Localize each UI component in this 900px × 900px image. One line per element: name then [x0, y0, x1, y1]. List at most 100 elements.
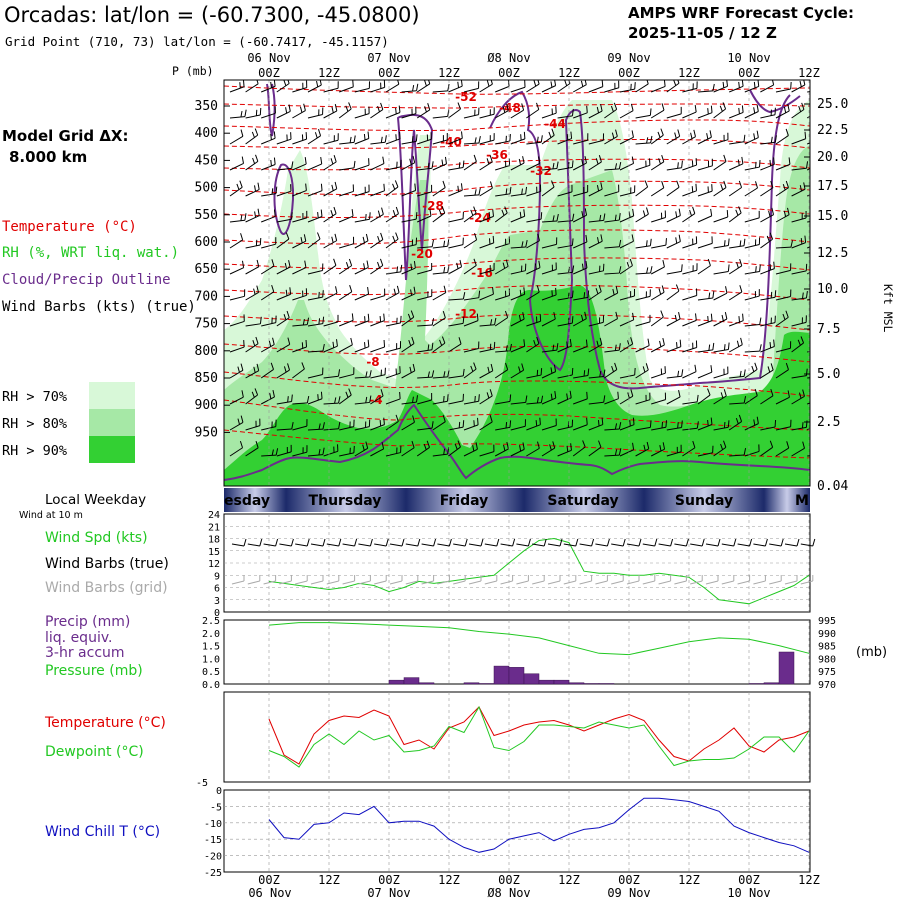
- barb-feather: [785, 362, 789, 370]
- barb-feather: [580, 314, 584, 321]
- barb-feather: [443, 285, 447, 293]
- wind-barb: [635, 135, 653, 145]
- barb-shaft: [744, 395, 758, 405]
- barb-feather: [603, 369, 606, 377]
- barb-shaft: [619, 319, 634, 327]
- barb-feather: [739, 370, 742, 377]
- barb-feather: [447, 265, 450, 273]
- barb-shaft: [229, 267, 244, 275]
- wind-barb: [510, 312, 525, 327]
- barb-shaft: [261, 243, 276, 249]
- barb-feather: [519, 289, 522, 296]
- wind-barb: [619, 82, 636, 93]
- wind-barb: [635, 238, 652, 249]
- barb-feather: [727, 342, 730, 350]
- barb-feather: [522, 442, 525, 450]
- wind-barb: [307, 263, 324, 275]
- barb-feather: [708, 344, 711, 351]
- wind-barb: [619, 417, 635, 431]
- barb-shaft: [417, 324, 433, 327]
- barb-shaft: [453, 580, 466, 585]
- wind-barb: [604, 184, 620, 197]
- barb-feather: [646, 80, 649, 85]
- barb-shaft: [775, 347, 791, 353]
- barb-feather: [614, 344, 617, 351]
- wind-barb: [354, 441, 369, 457]
- barb-shaft: [463, 400, 479, 405]
- wind-barb: [573, 368, 590, 379]
- barb-feather: [692, 440, 696, 448]
- barb-feather: [505, 259, 509, 267]
- barb-shaft: [354, 426, 370, 431]
- wind-barb: [494, 310, 509, 327]
- barb-shaft: [338, 291, 353, 301]
- barb-feather: [486, 392, 490, 399]
- barb-feather: [457, 102, 461, 110]
- wind-barb: [650, 337, 665, 353]
- wind-barb: [510, 419, 526, 431]
- barb-feather: [377, 210, 381, 217]
- wind-barb: [479, 444, 495, 457]
- barb-shaft: [541, 134, 555, 145]
- barb-feather: [525, 186, 528, 194]
- barb-shaft: [463, 264, 477, 275]
- wind-barb: [385, 232, 399, 249]
- wind-barb: [495, 420, 512, 431]
- barb-shaft: [339, 373, 354, 379]
- cloud-outline: [489, 90, 791, 390]
- precip-bar: [598, 683, 615, 685]
- wind-barb: [682, 421, 699, 431]
- barb-feather: [600, 182, 603, 190]
- barb-feather: [487, 366, 490, 373]
- barb-shaft: [682, 111, 697, 119]
- barb-feather: [502, 262, 506, 269]
- barb-feather: [285, 107, 288, 114]
- barb-shaft: [666, 82, 680, 93]
- barb-feather: [407, 313, 411, 320]
- wind-barb: [307, 156, 323, 171]
- wind-barb: [307, 316, 325, 327]
- barb-feather: [787, 207, 790, 215]
- barb-feather: [685, 538, 689, 547]
- barb-shaft: [775, 110, 790, 119]
- wind-barb: [245, 128, 259, 145]
- wind-barb: [463, 313, 479, 327]
- barb-feather: [457, 81, 460, 88]
- barb-feather: [319, 80, 322, 86]
- precip-bar: [568, 682, 585, 685]
- pressure-tick-label: 600: [195, 235, 218, 250]
- wind-barb: [276, 363, 291, 379]
- barb-shaft: [448, 322, 464, 327]
- wind-barb: [479, 389, 493, 405]
- barb-feather: [447, 109, 450, 117]
- barb-shaft: [245, 114, 261, 119]
- grid-wind-barb: [263, 575, 277, 585]
- barb-feather: [259, 538, 263, 547]
- barb-feather: [322, 343, 325, 352]
- barb-feather: [618, 422, 622, 430]
- barb-feather: [537, 80, 540, 85]
- wind-barb: [385, 414, 399, 431]
- wind-barb: [666, 80, 680, 93]
- wind-barb: [635, 338, 650, 353]
- barb-shaft: [326, 543, 339, 547]
- barb-shaft: [744, 295, 760, 301]
- barb-feather: [649, 420, 652, 428]
- barb-feather: [349, 136, 352, 143]
- wind-barb: [588, 417, 604, 431]
- surface-wind-barb: [721, 538, 737, 547]
- barb-shaft: [432, 187, 446, 197]
- wind-barb: [494, 103, 509, 119]
- barb-shaft: [323, 161, 337, 171]
- barb-feather: [285, 289, 288, 296]
- wind-barb: [729, 448, 747, 457]
- barb-feather: [287, 337, 291, 345]
- barb-feather: [395, 107, 397, 115]
- wind-barb: [495, 343, 512, 353]
- isotherm-label: -28: [422, 199, 444, 213]
- wind-barb: [307, 128, 322, 145]
- wind-barb: [261, 80, 276, 93]
- wind-barb: [557, 131, 573, 145]
- pressure-tick-label: 350: [195, 99, 218, 114]
- barb-feather: [536, 102, 540, 110]
